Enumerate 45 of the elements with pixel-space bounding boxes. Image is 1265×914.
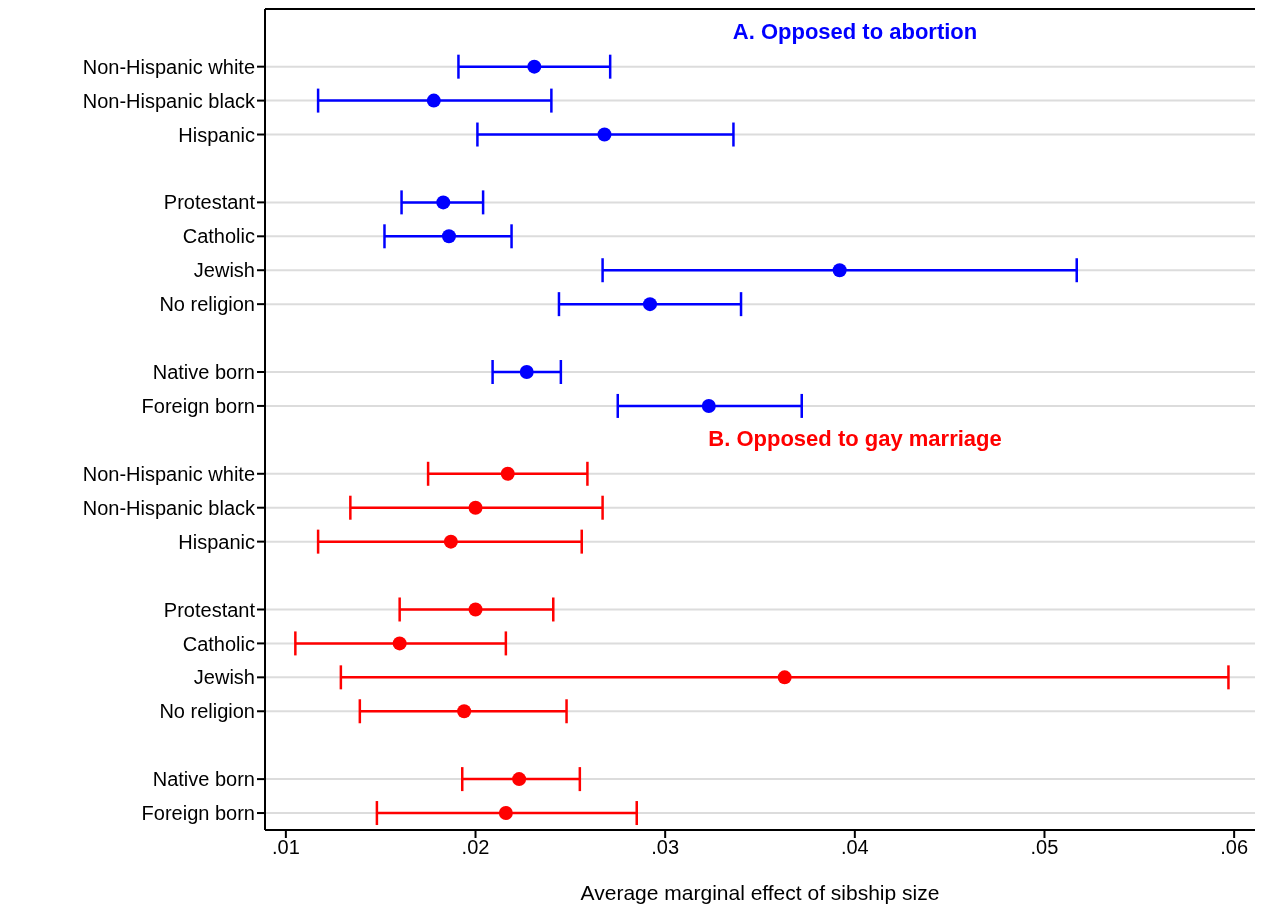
y-tick-label: Hispanic — [178, 123, 255, 146]
y-tick-label: Native born — [152, 361, 255, 384]
y-tick-label: Catholic — [182, 225, 255, 248]
y-tick-label: Jewish — [193, 666, 255, 689]
point — [512, 772, 527, 787]
point — [441, 229, 456, 244]
point — [643, 297, 657, 312]
x-tick-label: .04 — [840, 836, 869, 859]
y-tick-label: Non-Hispanic white — [82, 462, 255, 485]
point — [597, 127, 612, 142]
point — [457, 704, 472, 719]
x-tick-label: .03 — [651, 836, 680, 859]
x-axis-title: Average marginal effect of sibship size — [580, 881, 940, 904]
point — [426, 93, 441, 108]
point — [498, 806, 513, 821]
point — [500, 466, 515, 481]
point — [436, 195, 451, 210]
point — [519, 365, 534, 379]
x-tick-label: .01 — [271, 836, 300, 859]
point — [527, 59, 542, 74]
text: A. Opposed to abortion — [732, 18, 978, 45]
y-tick-label: Foreign born — [141, 802, 255, 825]
text: B. Opposed to gay marriage — [708, 426, 1002, 453]
x-tick-label: .06 — [1220, 836, 1249, 859]
point — [443, 534, 458, 549]
point — [468, 500, 483, 515]
y-tick-label: Catholic — [182, 632, 255, 655]
point — [832, 263, 847, 278]
point — [468, 602, 483, 617]
point — [777, 670, 792, 685]
y-tick-label: Native born — [152, 768, 255, 791]
y-tick-label: Hispanic — [178, 530, 255, 553]
y-tick-label: No religion — [159, 293, 255, 316]
y-tick-label: Foreign born — [141, 395, 255, 418]
y-tick-label: Jewish — [193, 259, 255, 282]
y-tick-label: Non-Hispanic black — [82, 89, 256, 112]
y-tick-label: Non-Hispanic black — [82, 496, 256, 519]
y-tick-label: Protestant — [163, 191, 256, 214]
y-tick-label: No religion — [159, 700, 255, 723]
y-tick-label: Non-Hispanic white — [82, 55, 255, 78]
x-tick-label: .05 — [1030, 836, 1059, 859]
point — [701, 398, 716, 413]
y-tick-label: Protestant — [163, 598, 256, 621]
x-tick-label: .02 — [461, 836, 490, 859]
point — [392, 636, 407, 651]
